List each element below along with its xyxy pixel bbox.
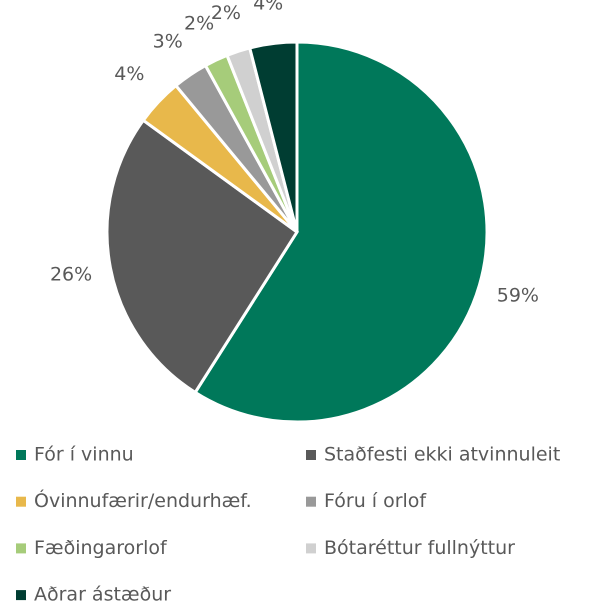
legend-swatch — [16, 590, 26, 601]
legend-label: Fóru í orlof — [324, 490, 427, 512]
data-label: 4% — [114, 63, 144, 85]
data-label: 2% — [211, 2, 241, 24]
data-label: 2% — [184, 12, 214, 34]
legend-swatch — [306, 450, 316, 460]
legend-swatch — [16, 543, 26, 554]
pie-slice — [105, 118, 300, 395]
data-label: 26% — [50, 264, 92, 286]
legend-label: Staðfesti ekki atvinnuleit — [324, 444, 560, 466]
legend-swatch — [306, 543, 316, 554]
legend-swatch — [306, 496, 316, 507]
legend-label: Fór í vinnu — [34, 444, 134, 466]
legend-label: Aðrar ástæður — [34, 584, 171, 606]
legend-swatch — [16, 496, 26, 507]
data-label: 4% — [253, 0, 283, 14]
data-label: 3% — [153, 30, 183, 52]
data-label: 59% — [497, 285, 539, 307]
legend-label: Bótaréttur fullnýttur — [324, 537, 515, 559]
legend-label: Óvinnufærir/endurhæf. — [34, 488, 252, 512]
pie-slice — [193, 40, 489, 424]
legend-label: Fæðingarorlof — [34, 537, 168, 559]
pie-slice — [247, 40, 299, 233]
legend-swatch — [16, 450, 26, 460]
